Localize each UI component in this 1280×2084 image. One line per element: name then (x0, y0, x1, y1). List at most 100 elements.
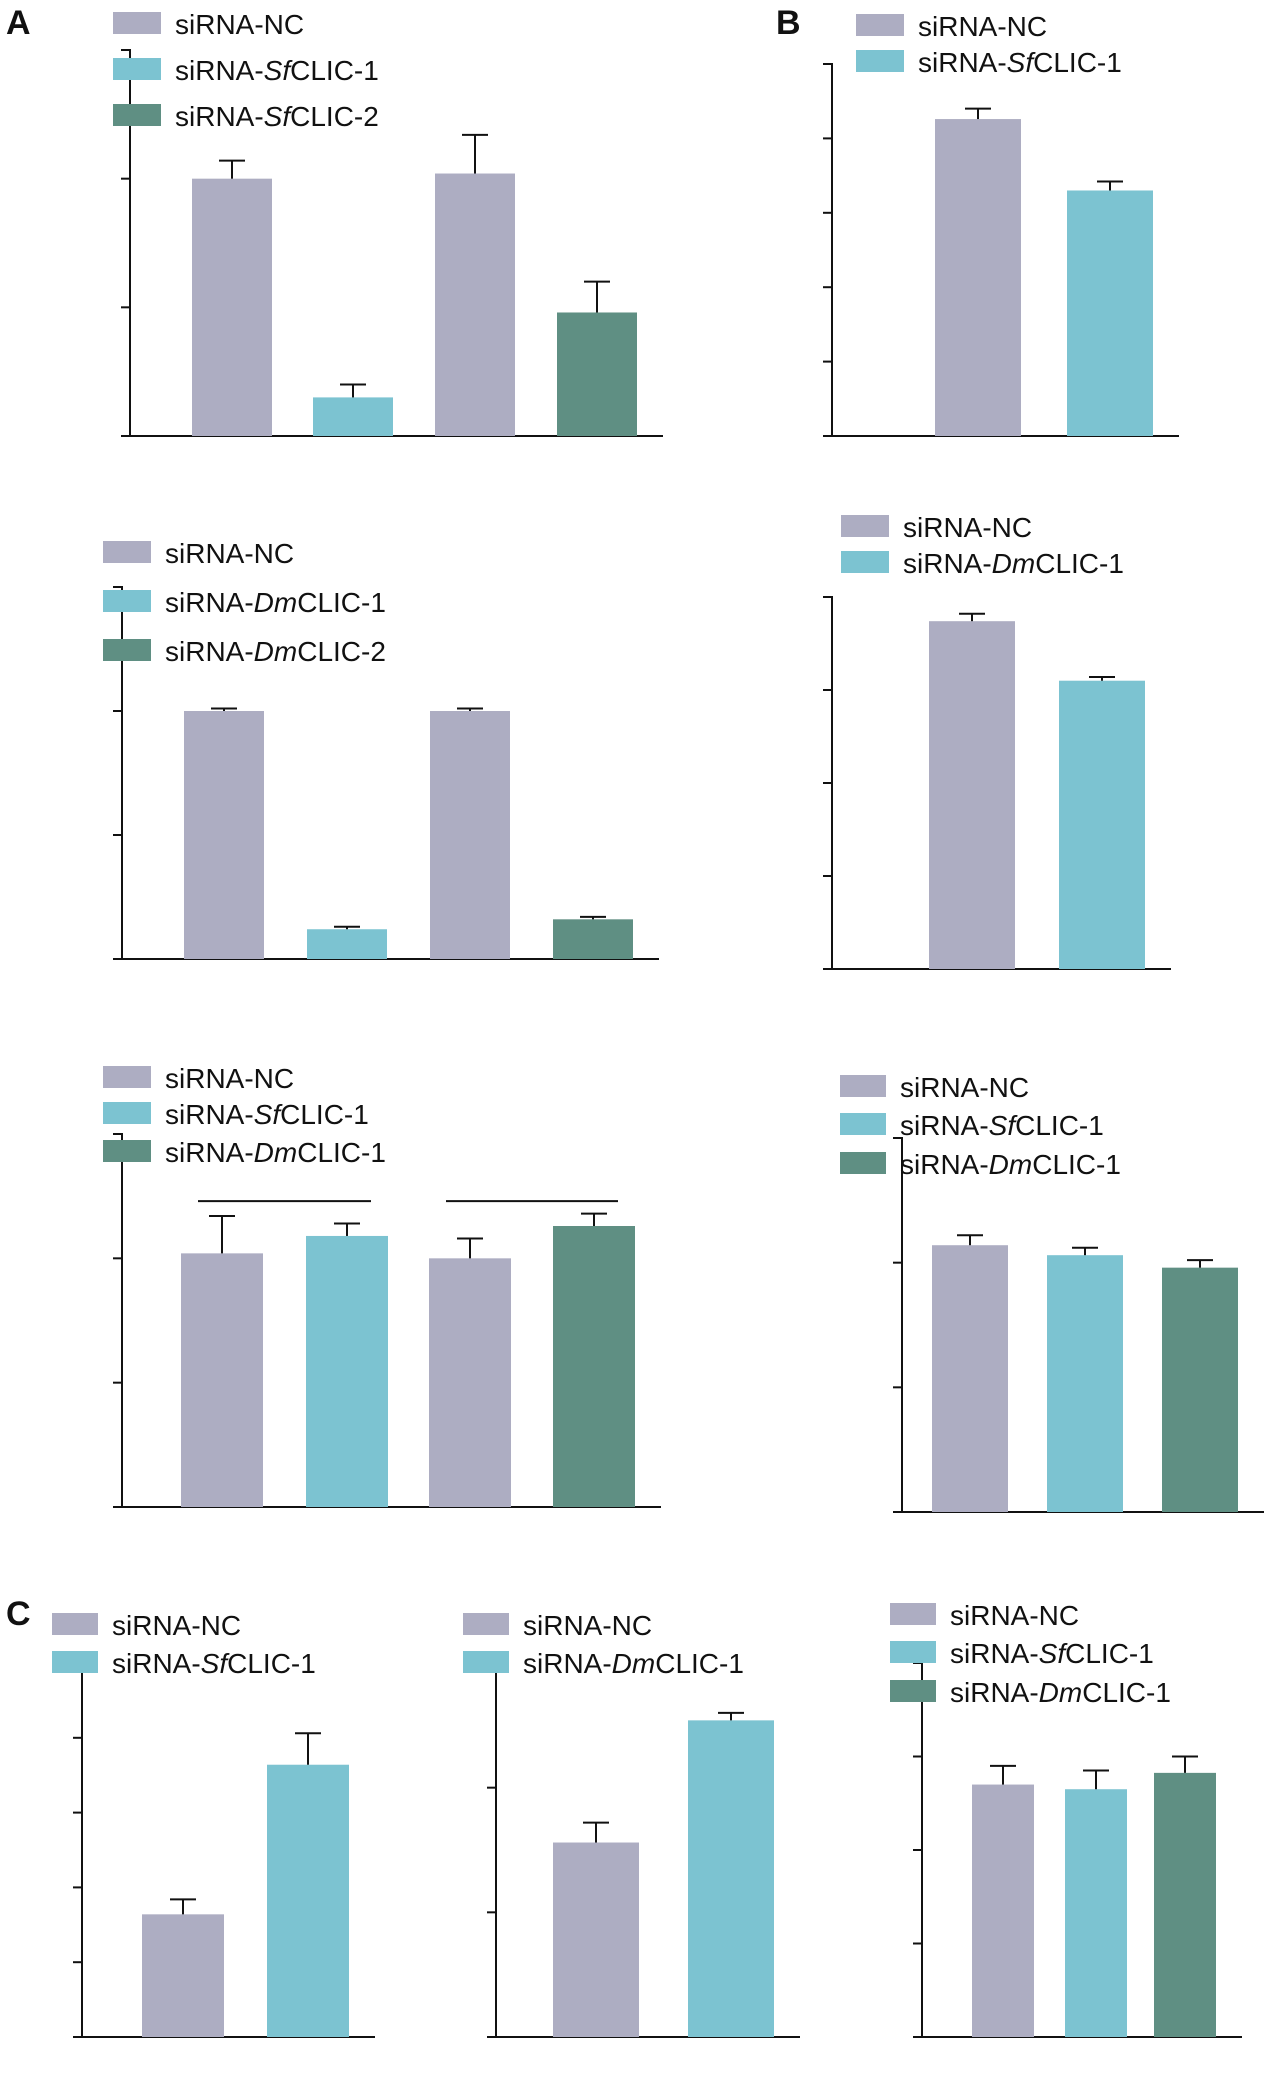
bar (1067, 190, 1153, 436)
legend-label: siRNA-DmCLIC-1 (903, 548, 1124, 579)
legend-text-species: Sf (1007, 47, 1037, 78)
legend-text-suffix: CLIC-2 (290, 101, 379, 132)
panel-label-c: C (6, 1595, 31, 1633)
bar (932, 1245, 1008, 1512)
legend-label: siRNA-NC (165, 1063, 294, 1094)
legend-text-suffix: CLIC-1 (227, 1648, 316, 1679)
legend-label: siRNA-SfCLIC-1 (112, 1648, 316, 1679)
legend-swatch (840, 1075, 886, 1097)
legend-label: siRNA-NC (112, 1610, 241, 1641)
legend-text: siRNA-NC (950, 1600, 1079, 1631)
legend-swatch (890, 1680, 936, 1702)
bar (313, 397, 393, 436)
legend-text-prefix: siRNA- (950, 1638, 1039, 1669)
bar (1059, 680, 1145, 969)
bar (267, 1764, 349, 2037)
legend-label: siRNA-NC (918, 11, 1047, 42)
bar (184, 711, 264, 959)
legend-text-prefix: siRNA- (523, 1648, 612, 1679)
legend-text-prefix: siRNA- (112, 1648, 201, 1679)
bar (1047, 1255, 1123, 1512)
legend-swatch (103, 541, 151, 563)
legend-swatch (52, 1613, 98, 1635)
legend-label: siRNA-DmCLIC-1 (165, 1137, 386, 1168)
legend-text-species: Sf (201, 1648, 231, 1679)
legend-text-species: Sf (264, 55, 294, 86)
legend-swatch (841, 551, 889, 573)
legend-text: siRNA-NC (175, 9, 304, 40)
legend-text-prefix: siRNA- (950, 1677, 1039, 1708)
legend-swatch (103, 1066, 151, 1088)
legend-swatch (52, 1651, 98, 1673)
legend-text-suffix: CLIC-1 (1065, 1638, 1154, 1669)
legend-text-prefix: siRNA- (900, 1110, 989, 1141)
legend-text-species: Sf (264, 101, 294, 132)
legend-text-suffix: CLIC-1 (1032, 1149, 1121, 1180)
legend-text-prefix: siRNA- (903, 548, 992, 579)
chart-b1: siRNA-NC siRNA-SfCLIC-1 (823, 11, 1179, 437)
legend-text-suffix: CLIC-1 (280, 1099, 369, 1130)
legend-swatch (103, 639, 151, 661)
bar (181, 1253, 263, 1507)
legend-text-suffix: CLIC-1 (655, 1648, 744, 1679)
legend-label: siRNA-SfCLIC-1 (175, 55, 379, 86)
legend-text-species: Dm (612, 1648, 656, 1679)
bar (430, 711, 510, 959)
chart-c1: siRNA-NC siRNA-SfCLIC-1 (52, 1610, 375, 2038)
legend-text-suffix: CLIC-1 (1033, 47, 1122, 78)
legend-text-suffix: CLIC-1 (297, 1137, 386, 1168)
legend-swatch (841, 515, 889, 537)
legend-label: siRNA-DmCLIC-1 (523, 1648, 744, 1679)
legend-text-suffix: CLIC-1 (297, 587, 386, 618)
legend-swatch (856, 50, 904, 72)
legend-text-suffix: CLIC-1 (1035, 548, 1124, 579)
legend-text: siRNA-NC (903, 512, 1032, 543)
legend-label: siRNA-NC (900, 1072, 1029, 1103)
legend-text-species: Dm (254, 1137, 298, 1168)
legend-label: siRNA-SfCLIC-1 (950, 1638, 1154, 1669)
bar (688, 1720, 774, 2037)
legend-text-species: Sf (254, 1099, 284, 1130)
legend-text: siRNA-NC (165, 1063, 294, 1094)
legend-text: siRNA-NC (112, 1610, 241, 1641)
legend-text-suffix: CLIC-1 (1082, 1677, 1171, 1708)
legend-label: siRNA-DmCLIC-2 (165, 636, 386, 667)
legend-label: siRNA-NC (165, 538, 294, 569)
legend-text-species: Sf (1039, 1638, 1069, 1669)
legend-label: siRNA-DmCLIC-1 (950, 1677, 1171, 1708)
legend-swatch (113, 12, 161, 34)
legend-text: siRNA-NC (900, 1072, 1029, 1103)
panel-label-a: A (6, 4, 31, 42)
bar (307, 929, 387, 959)
bar (972, 1784, 1034, 2037)
legend-swatch (103, 1102, 151, 1124)
bar (306, 1235, 388, 1507)
legend-text-suffix: CLIC-1 (1015, 1110, 1104, 1141)
legend-text-prefix: siRNA- (165, 1099, 254, 1130)
legend-text: siRNA-NC (523, 1610, 652, 1641)
legend-label: siRNA-NC (175, 9, 304, 40)
legend-text-prefix: siRNA- (165, 587, 254, 618)
bar (553, 1226, 635, 1507)
legend-swatch (463, 1613, 509, 1635)
legend-swatch (103, 1140, 151, 1162)
legend-label: siRNA-SfCLIC-1 (900, 1110, 1104, 1141)
legend-swatch (890, 1641, 936, 1663)
bar (1162, 1267, 1238, 1512)
chart-c2: siRNA-NC siRNA-DmCLIC-1 (463, 1610, 800, 2038)
legend-text-species: Dm (1039, 1677, 1083, 1708)
legend-swatch (856, 14, 904, 36)
legend-swatch (840, 1152, 886, 1174)
legend-swatch (113, 58, 161, 80)
legend-label: siRNA-SfCLIC-2 (175, 101, 379, 132)
legend-text-prefix: siRNA- (175, 55, 264, 86)
bar (557, 312, 637, 436)
legend-swatch (463, 1651, 509, 1673)
legend-label: siRNA-NC (950, 1600, 1079, 1631)
bar (935, 119, 1021, 436)
legend-label: siRNA-NC (903, 512, 1032, 543)
legend-text-species: Dm (254, 587, 298, 618)
legend-label: siRNA-DmCLIC-1 (900, 1149, 1121, 1180)
